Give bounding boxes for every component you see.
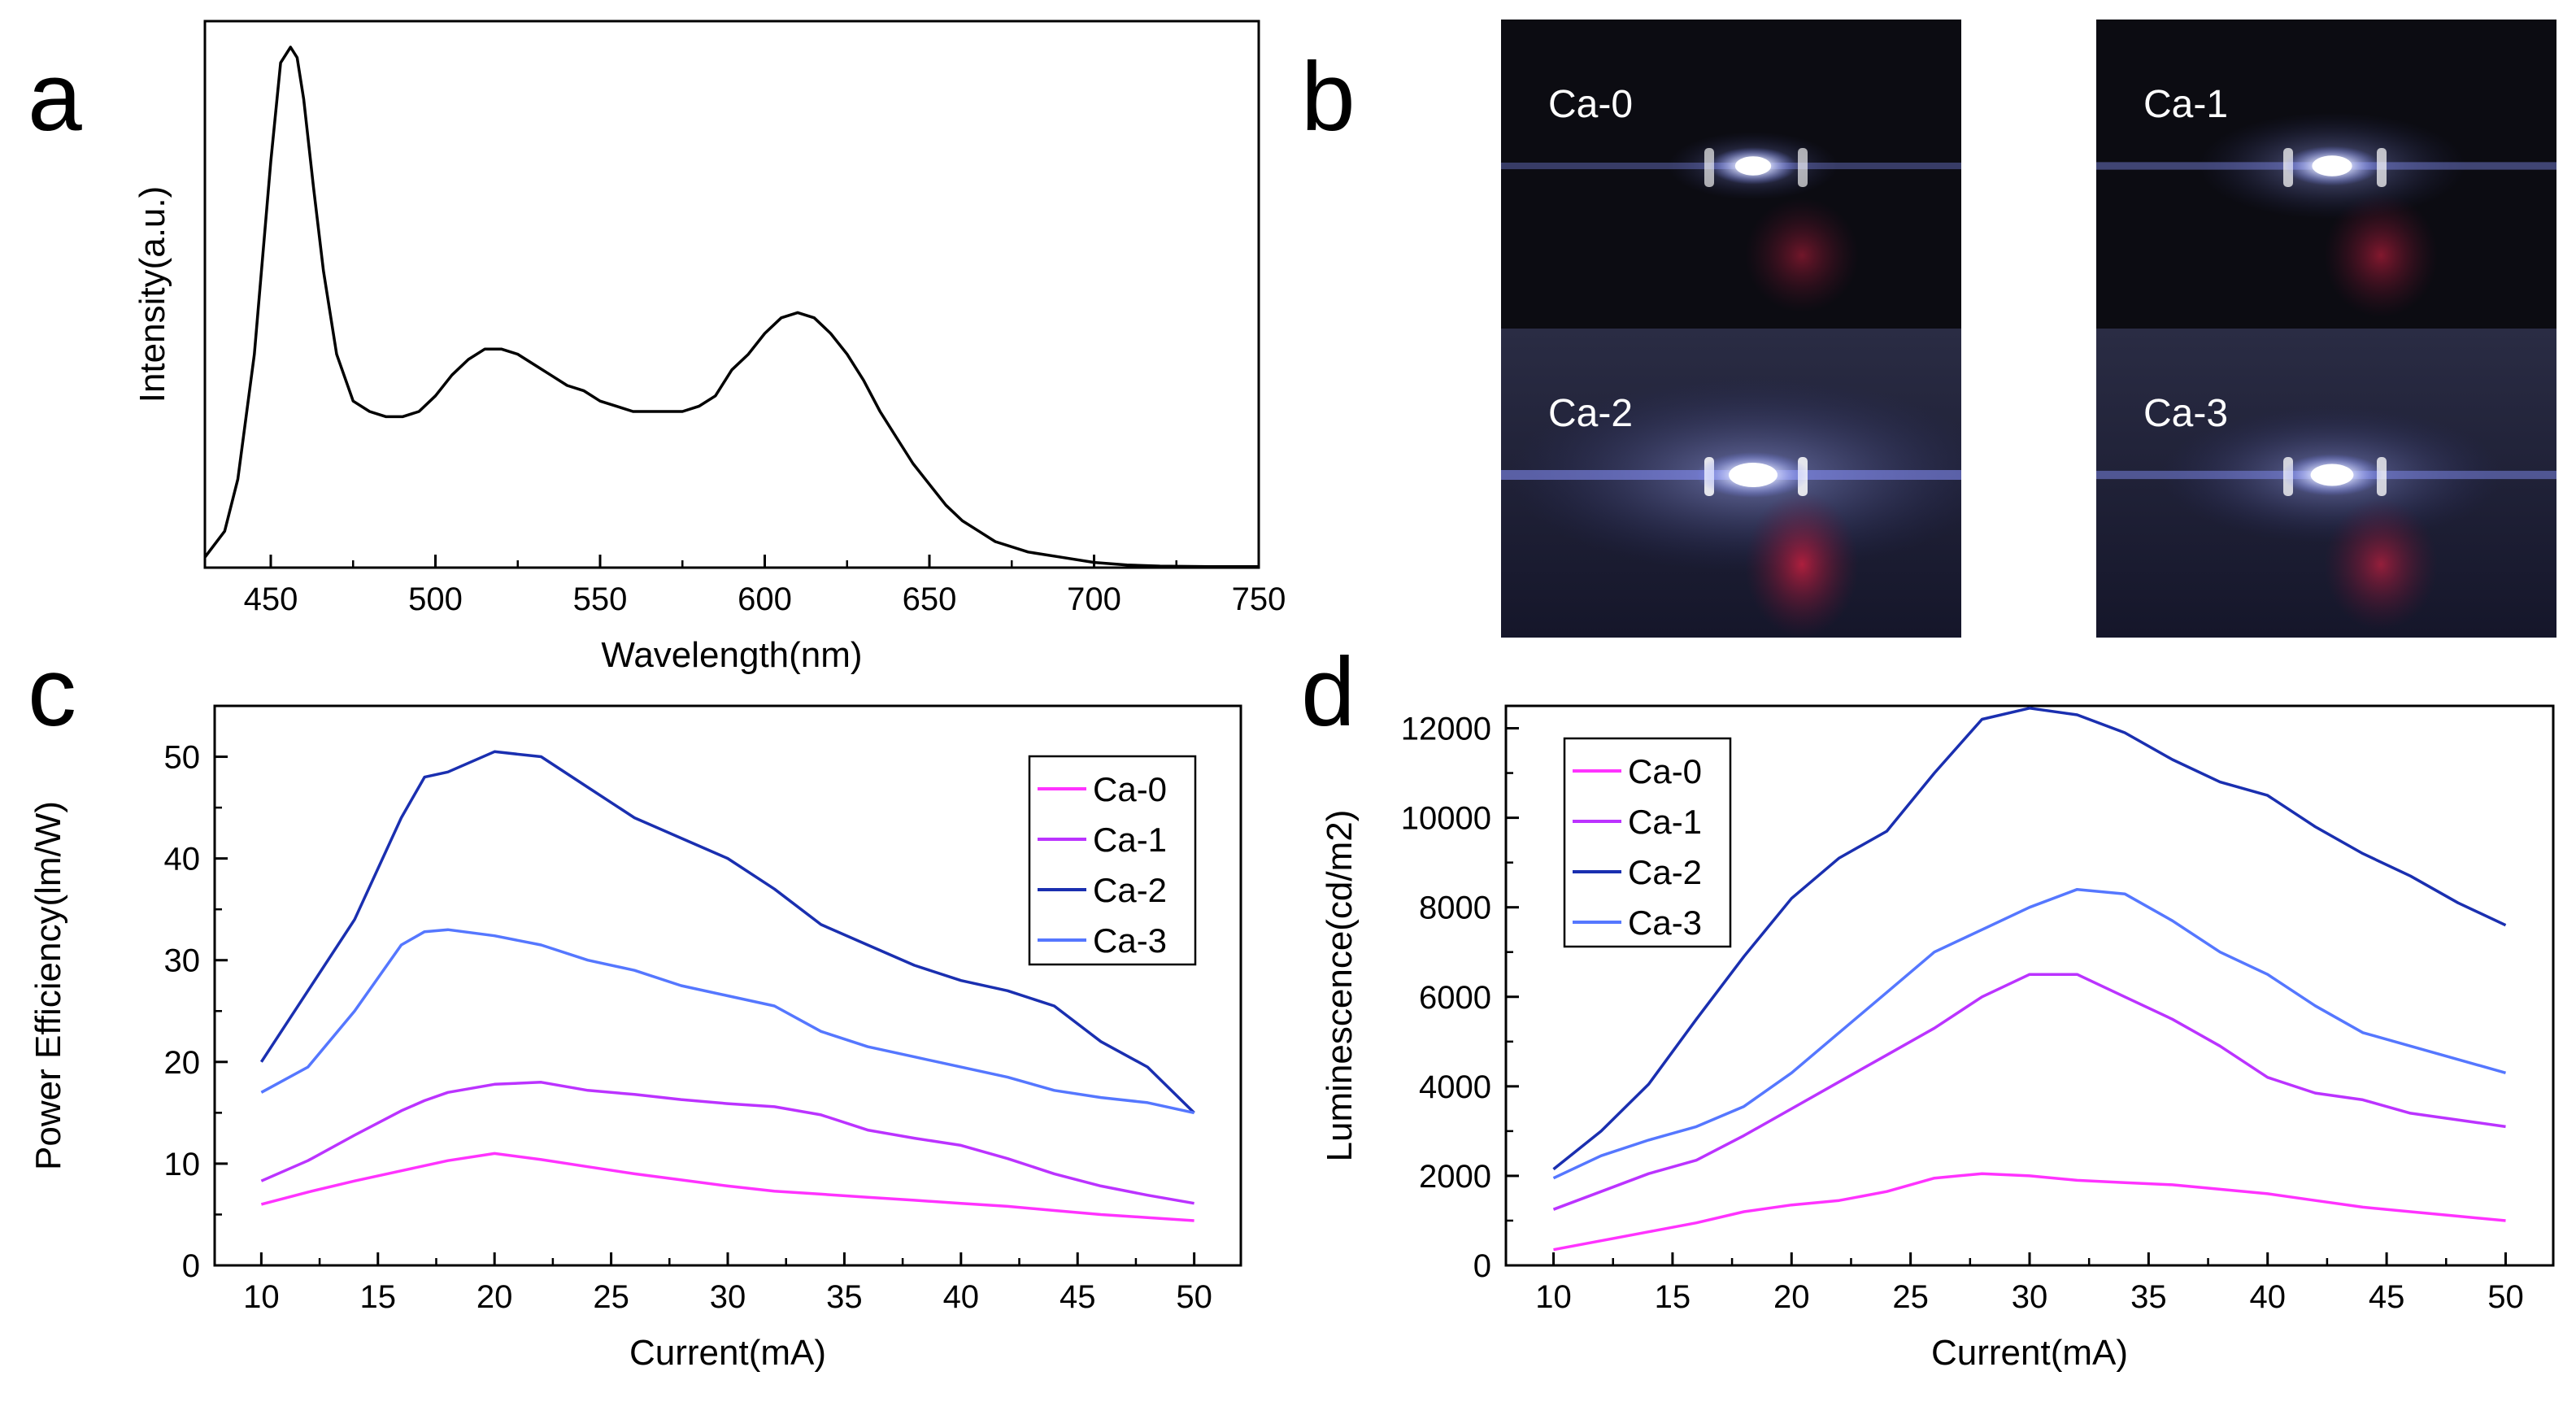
x-tick-label: 30 [2012, 1279, 2048, 1315]
y-tick-label: 40 [164, 842, 201, 877]
red-base [2324, 499, 2438, 630]
series-line-spectrum [205, 46, 1259, 568]
x-tick-label: 550 [573, 581, 628, 617]
series-line-ca-0 [260, 1152, 1194, 1222]
x-tick-label: 50 [1176, 1279, 1212, 1315]
x-tick-label: 600 [738, 581, 792, 617]
light-core [1734, 156, 1772, 176]
y-axis-title: Power Efficiency(lm/W) [28, 801, 68, 1170]
y-tick-label: 2000 [1419, 1159, 1491, 1195]
x-tick-label: 450 [244, 581, 298, 617]
photo-ca-1: Ca-1 [2096, 20, 2556, 329]
y-tick-label: 0 [1473, 1248, 1491, 1284]
x-tick-label: 15 [360, 1279, 397, 1315]
series-line-ca-1 [1552, 973, 2506, 1211]
legend-label: Ca-1 [1628, 803, 1702, 841]
legend-label: Ca-0 [1093, 770, 1167, 808]
series-line-ca-2 [259, 750, 1195, 1114]
x-tick-label: 10 [1535, 1279, 1572, 1315]
x-tick-label: 15 [1655, 1279, 1691, 1315]
reflection-right [2377, 148, 2387, 187]
photo-ca-3: Ca-3 [2096, 329, 2556, 638]
x-axis-title: Current(mA) [1931, 1333, 2128, 1373]
reflection-left [1704, 148, 1714, 187]
x-tick-label: 25 [593, 1279, 629, 1315]
x-tick-label: 10 [243, 1279, 280, 1315]
y-tick-label: 12000 [1401, 712, 1491, 747]
photo-label: Ca-3 [2143, 392, 2228, 435]
x-tick-label: 700 [1067, 581, 1121, 617]
photo-ca-0: Ca-0 [1501, 20, 1961, 329]
x-tick-label: 20 [476, 1279, 513, 1315]
series-line-ca-0 [1553, 1172, 2506, 1252]
panel-label-d: d [1301, 638, 1355, 747]
legend-label: Ca-2 [1093, 871, 1167, 909]
x-tick-label: 45 [2369, 1279, 2405, 1315]
x-axis-title: Wavelength(nm) [601, 635, 862, 675]
panel-label-c: c [28, 638, 76, 747]
legend-label: Ca-3 [1093, 921, 1167, 960]
chart-power-efficiency: 10 15 20 25 30 35 40 45 50 0 10 20 30 40 50 Current(mA)… [28, 704, 1242, 1373]
x-tick-label: 45 [1060, 1279, 1096, 1315]
legend-box [1028, 755, 1197, 966]
light-core [2310, 464, 2354, 486]
x-tick-label: 750 [1232, 581, 1286, 617]
y-axis-title: Intensity(a.u.) [133, 186, 172, 403]
series-line-ca-3 [260, 928, 1194, 1115]
chart-luminescence: 10 15 20 25 30 35 40 45 50 0 2000 4000 6000 8000 10000… [1320, 704, 2555, 1373]
x-tick-label: 650 [903, 581, 957, 617]
red-base [1745, 198, 1859, 313]
red-base [1745, 491, 1859, 638]
y-tick-label: 4000 [1419, 1069, 1491, 1105]
chart-spectrum: 450 500 550 600 650 700 750 Wavelength(nm) Inten… [133, 20, 1286, 675]
x-tick-label: 20 [1773, 1279, 1810, 1315]
plot-frame [203, 20, 1260, 569]
legend-label: Ca-1 [1093, 821, 1167, 859]
legend-label: Ca-3 [1628, 903, 1702, 942]
x-axis-title: Current(mA) [629, 1333, 826, 1373]
y-tick-label: 20 [164, 1045, 201, 1081]
photo-label: Ca-1 [2143, 83, 2228, 126]
light-core [1729, 463, 1778, 487]
y-tick-label: 10000 [1401, 801, 1491, 837]
x-tick-label: 500 [408, 581, 463, 617]
x-tick-label: 40 [2249, 1279, 2286, 1315]
x-tick-label: 40 [943, 1279, 980, 1315]
series-line-ca-3 [1552, 887, 2506, 1180]
photo-label: Ca-0 [1548, 83, 1633, 126]
photo-grid: Ca-0 Ca-1 Ca-2 Ca-3 [1501, 20, 2556, 638]
photo-ca-2: Ca-2 [1501, 329, 1961, 638]
reflection-right [1798, 148, 1808, 187]
series-line-ca-2 [1552, 707, 2507, 1171]
y-tick-label: 10 [164, 1147, 201, 1182]
x-tick-label: 35 [826, 1279, 863, 1315]
legend-label: Ca-2 [1628, 853, 1702, 891]
red-base [2324, 193, 2438, 318]
panel-label-a: a [28, 42, 82, 151]
y-tick-label: 50 [164, 740, 201, 776]
y-tick-label: 6000 [1419, 980, 1491, 1016]
y-tick-label: 30 [164, 943, 201, 979]
photo-label: Ca-2 [1548, 392, 1633, 435]
y-tick-label: 0 [182, 1248, 200, 1284]
y-tick-label: 8000 [1419, 890, 1491, 926]
series-line-ca-1 [260, 1081, 1194, 1205]
x-tick-label: 25 [1892, 1279, 1929, 1315]
legend-box [1563, 737, 1732, 948]
y-axis-title: Luminescence(cd/m2) [1320, 810, 1360, 1162]
x-tick-label: 35 [2130, 1279, 2167, 1315]
x-tick-label: 50 [2487, 1279, 2524, 1315]
light-core [2312, 155, 2352, 176]
legend-label: Ca-0 [1628, 752, 1702, 790]
panel-label-b: b [1301, 42, 1355, 151]
x-tick-label: 30 [710, 1279, 746, 1315]
